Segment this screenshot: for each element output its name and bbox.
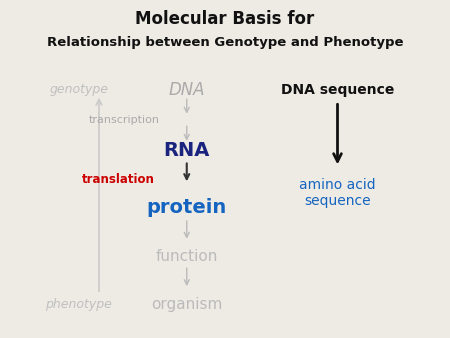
Text: RNA: RNA xyxy=(163,141,210,160)
Text: genotype: genotype xyxy=(49,83,108,96)
Text: organism: organism xyxy=(151,297,222,312)
Text: translation: translation xyxy=(82,173,155,186)
Text: DNA sequence: DNA sequence xyxy=(281,82,394,97)
Text: function: function xyxy=(156,249,218,264)
Text: Relationship between Genotype and Phenotype: Relationship between Genotype and Phenot… xyxy=(47,36,403,49)
Text: transcription: transcription xyxy=(89,115,160,125)
Text: phenotype: phenotype xyxy=(45,298,112,311)
Text: DNA: DNA xyxy=(168,80,205,99)
Text: amino acid
sequence: amino acid sequence xyxy=(299,177,376,208)
Text: protein: protein xyxy=(147,198,227,217)
Text: Molecular Basis for: Molecular Basis for xyxy=(135,9,315,28)
